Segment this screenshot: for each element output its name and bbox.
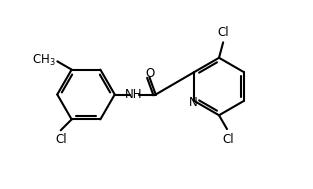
Text: Cl: Cl [223, 132, 234, 146]
Text: Cl: Cl [55, 133, 67, 146]
Text: N: N [188, 96, 197, 109]
Text: CH$_3$: CH$_3$ [32, 53, 55, 68]
Text: O: O [145, 67, 155, 80]
Text: NH: NH [125, 88, 143, 101]
Text: Cl: Cl [217, 26, 229, 39]
